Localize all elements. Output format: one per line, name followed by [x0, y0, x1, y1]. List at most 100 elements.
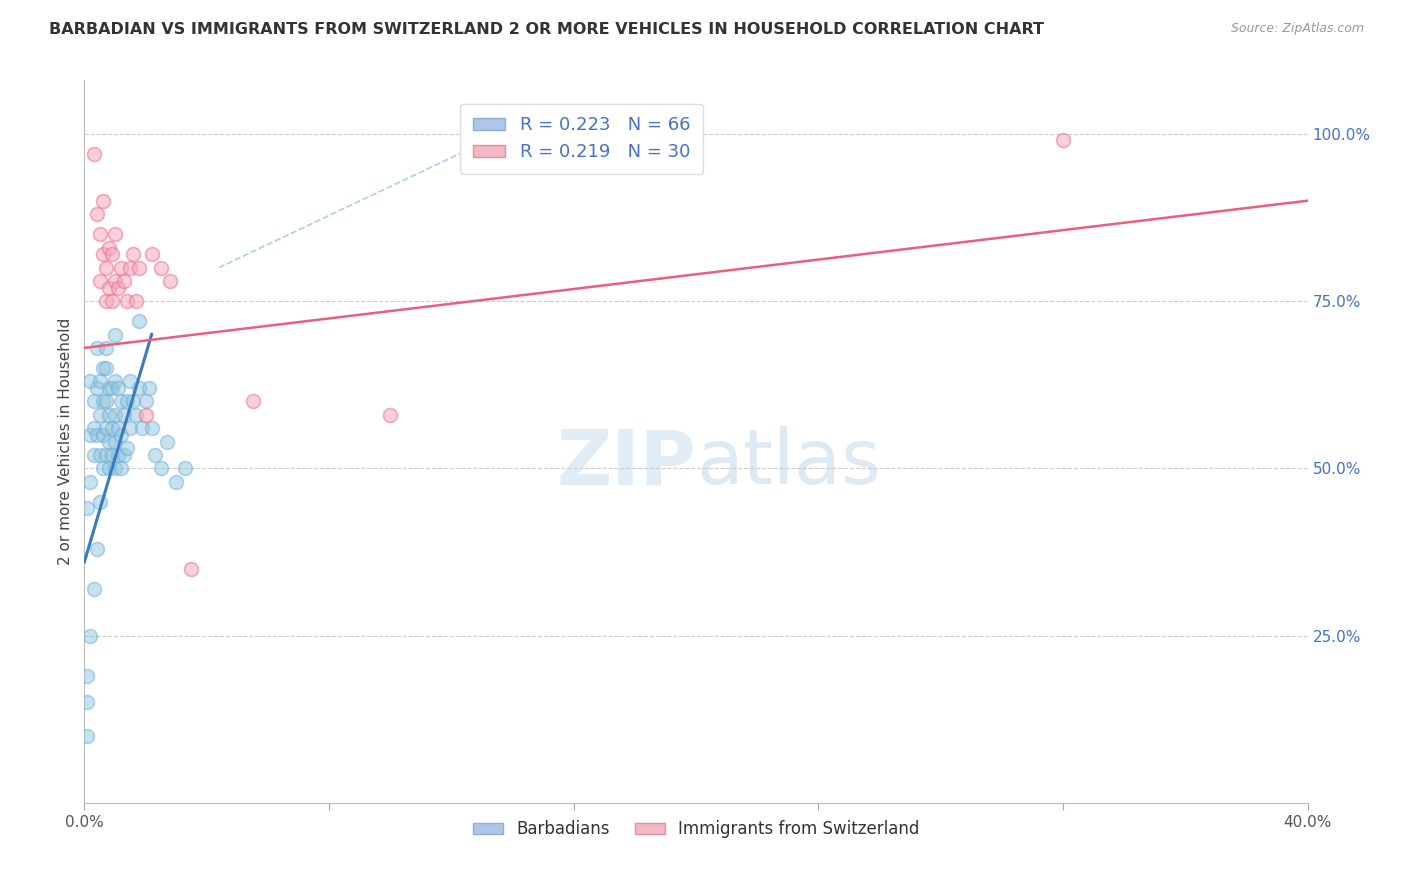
Point [76, 501, 98, 516]
Point [104, 375, 127, 389]
Point [107, 421, 129, 435]
Point [79, 475, 101, 489]
Point [83, 394, 105, 409]
Point [110, 427, 132, 442]
Point [76, 729, 98, 743]
Point [174, 461, 197, 475]
Point [135, 394, 157, 409]
Point [94, 260, 117, 275]
Point [115, 294, 138, 309]
Point [107, 448, 129, 462]
Point [94, 341, 117, 355]
Point [97, 381, 120, 395]
Point [94, 421, 117, 435]
Point [138, 381, 160, 395]
Point [86, 381, 108, 395]
Point [79, 375, 101, 389]
Point [104, 274, 127, 288]
Point [122, 247, 145, 261]
Point [91, 247, 114, 261]
Point [97, 408, 120, 422]
Point [120, 260, 142, 275]
Point [76, 669, 98, 683]
Point [91, 427, 114, 442]
Point [128, 314, 150, 328]
Point [107, 381, 129, 395]
Point [165, 475, 187, 489]
Point [115, 442, 138, 455]
Point [91, 461, 114, 475]
Point [91, 194, 114, 208]
Point [83, 147, 105, 161]
Point [94, 448, 117, 462]
Point [101, 448, 124, 462]
Point [112, 274, 135, 288]
Point [110, 394, 132, 409]
Point [242, 394, 264, 409]
Point [110, 461, 132, 475]
Point [83, 582, 105, 596]
Text: BARBADIAN VS IMMIGRANTS FROM SWITZERLAND 2 OR MORE VEHICLES IN HOUSEHOLD CORRELA: BARBADIAN VS IMMIGRANTS FROM SWITZERLAND… [49, 22, 1045, 37]
Point [83, 421, 105, 435]
Point [143, 448, 166, 462]
Text: Source: ZipAtlas.com: Source: ZipAtlas.com [1230, 22, 1364, 36]
Point [156, 434, 179, 449]
Legend: Barbadians, Immigrants from Switzerland: Barbadians, Immigrants from Switzerland [465, 814, 927, 845]
Point [131, 421, 153, 435]
Point [120, 421, 142, 435]
Point [91, 361, 114, 376]
Point [141, 247, 163, 261]
Point [110, 260, 132, 275]
Point [94, 294, 117, 309]
Point [89, 494, 111, 508]
Point [149, 260, 172, 275]
Point [97, 281, 120, 295]
Point [125, 294, 148, 309]
Point [97, 434, 120, 449]
Point [101, 421, 124, 435]
Point [97, 241, 120, 255]
Point [101, 247, 124, 261]
Point [120, 375, 142, 389]
Point [122, 394, 145, 409]
Point [79, 427, 101, 442]
Text: ZIP: ZIP [557, 426, 696, 500]
Point [97, 461, 120, 475]
Point [107, 281, 129, 295]
Point [104, 227, 127, 242]
Point [128, 381, 150, 395]
Point [94, 394, 117, 409]
Point [112, 408, 135, 422]
Y-axis label: 2 or more Vehicles in Household: 2 or more Vehicles in Household [58, 318, 73, 566]
Point [104, 434, 127, 449]
Text: atlas: atlas [696, 426, 880, 500]
Point [104, 461, 127, 475]
Point [159, 274, 181, 288]
Point [86, 341, 108, 355]
Point [86, 207, 108, 221]
Point [89, 227, 111, 242]
Point [380, 408, 402, 422]
Point [94, 361, 117, 376]
Point [83, 448, 105, 462]
Point [89, 375, 111, 389]
Point [115, 394, 138, 409]
Point [135, 408, 157, 422]
Point [180, 562, 202, 576]
Point [1052, 134, 1074, 148]
Point [101, 294, 124, 309]
Point [112, 448, 135, 462]
Point [89, 448, 111, 462]
Point [89, 408, 111, 422]
Point [76, 696, 98, 710]
Point [104, 408, 127, 422]
Point [149, 461, 172, 475]
Point [125, 408, 148, 422]
Point [141, 421, 163, 435]
Point [104, 327, 127, 342]
Point [86, 541, 108, 556]
Point [101, 381, 124, 395]
Point [91, 394, 114, 409]
Point [89, 274, 111, 288]
Point [128, 260, 150, 275]
